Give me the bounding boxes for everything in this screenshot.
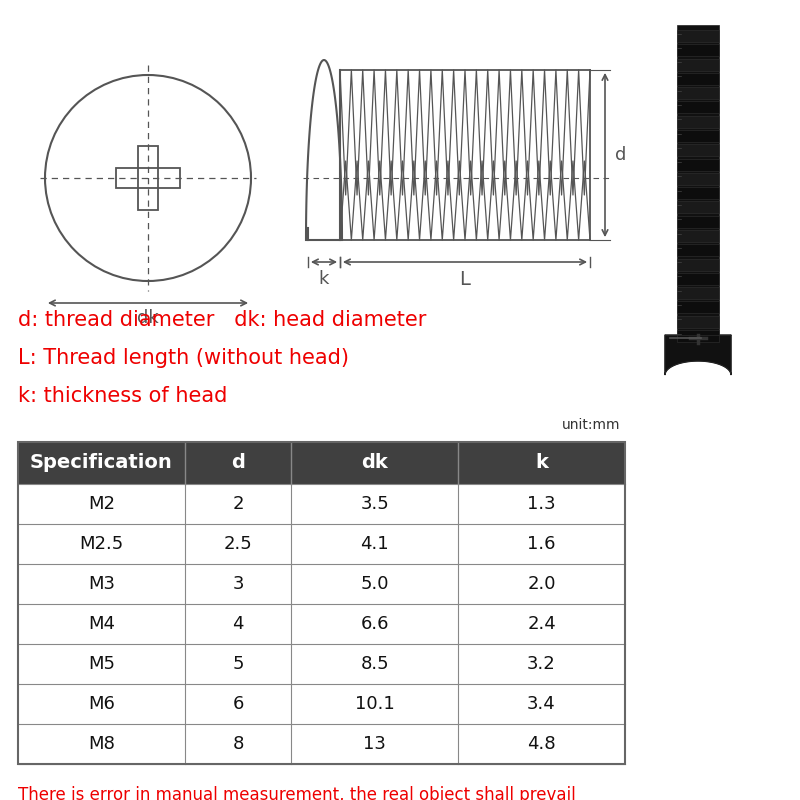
Text: 2.0: 2.0	[527, 575, 556, 593]
Text: L: Thread length (without head): L: Thread length (without head)	[18, 348, 349, 368]
Text: M4: M4	[88, 615, 115, 633]
Bar	[677, 102, 719, 114]
Bar	[677, 316, 719, 328]
Bar	[18, 442, 625, 764]
Text: dk: dk	[137, 309, 159, 327]
Bar	[18, 604, 625, 644]
Text: M6: M6	[88, 695, 115, 713]
Text: k: k	[535, 454, 548, 473]
Text: unit:mm: unit:mm	[562, 418, 620, 432]
Text: d: thread diameter   dk: head diameter: d: thread diameter dk: head diameter	[18, 310, 426, 330]
Bar	[677, 44, 719, 56]
Bar	[677, 58, 719, 70]
Text: 10.1: 10.1	[354, 695, 394, 713]
Text: 6: 6	[232, 695, 244, 713]
Text: 13: 13	[363, 735, 386, 753]
Text: 4: 4	[232, 615, 244, 633]
Bar	[677, 258, 719, 270]
Bar	[116, 168, 180, 188]
Text: 4.1: 4.1	[360, 535, 389, 553]
Bar	[677, 30, 719, 42]
Bar	[677, 244, 719, 256]
Text: 1.3: 1.3	[527, 495, 556, 513]
Text: 4.8: 4.8	[527, 735, 556, 753]
Text: 2: 2	[232, 495, 244, 513]
Text: There is error in manual measurement, the real object shall prevail: There is error in manual measurement, th…	[18, 786, 576, 800]
Bar	[677, 130, 719, 142]
Text: 6.6: 6.6	[360, 615, 389, 633]
Text: 3.5: 3.5	[360, 495, 389, 513]
Bar	[677, 302, 719, 314]
Bar	[18, 484, 625, 524]
Text: 5.0: 5.0	[360, 575, 389, 593]
Text: k: thickness of head: k: thickness of head	[18, 386, 227, 406]
Bar	[677, 330, 719, 342]
Bar	[18, 684, 625, 724]
Bar	[677, 202, 719, 214]
Text: 3.4: 3.4	[527, 695, 556, 713]
Text: M2: M2	[88, 495, 115, 513]
Bar	[677, 25, 719, 335]
Bar	[677, 158, 719, 170]
Text: M2.5: M2.5	[79, 535, 123, 553]
Text: d: d	[615, 146, 626, 164]
Text: L: L	[459, 270, 470, 289]
Text: 8: 8	[232, 735, 244, 753]
Text: k: k	[319, 270, 329, 288]
Bar	[18, 564, 625, 604]
Bar	[677, 216, 719, 228]
Bar	[677, 287, 719, 299]
Bar	[677, 116, 719, 128]
Bar	[18, 644, 625, 684]
Polygon shape	[665, 335, 731, 375]
Text: M5: M5	[88, 655, 115, 673]
Text: 5: 5	[232, 655, 244, 673]
Bar	[138, 146, 158, 210]
Text: 2.4: 2.4	[527, 615, 556, 633]
Text: M8: M8	[88, 735, 115, 753]
Text: d: d	[231, 454, 245, 473]
Bar	[18, 524, 625, 564]
Bar	[677, 87, 719, 99]
Text: dk: dk	[362, 454, 388, 473]
Text: 3: 3	[232, 575, 244, 593]
Text: 1.6: 1.6	[527, 535, 556, 553]
Bar	[18, 724, 625, 764]
Text: 8.5: 8.5	[360, 655, 389, 673]
Bar	[677, 230, 719, 242]
Bar	[677, 187, 719, 199]
Bar	[677, 273, 719, 285]
Bar	[677, 173, 719, 185]
Bar	[18, 442, 625, 484]
Bar	[677, 144, 719, 156]
Text: Specification: Specification	[30, 454, 173, 473]
Text: 3.2: 3.2	[527, 655, 556, 673]
Text: M3: M3	[88, 575, 115, 593]
Text: 2.5: 2.5	[224, 535, 253, 553]
Bar	[677, 73, 719, 85]
